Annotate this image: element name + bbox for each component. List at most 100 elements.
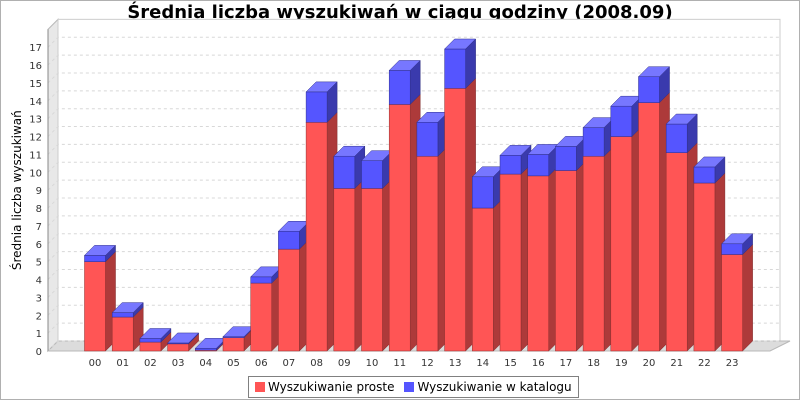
bar-top-series-1-02 xyxy=(139,328,172,339)
x-tick-label: 14 xyxy=(476,358,489,369)
y-gridline xyxy=(47,340,780,352)
bar-side-series-0-23 xyxy=(742,243,753,352)
x-tick-label: 03 xyxy=(172,358,185,369)
legend-item-series-0: Wyszukiwanie proste xyxy=(255,380,394,394)
y-tick-label: 2 xyxy=(36,311,42,322)
x-tick-label: 20 xyxy=(643,358,656,369)
y-gridline xyxy=(47,251,780,263)
x-tick-label: 15 xyxy=(504,358,517,369)
y-tick-label: 17 xyxy=(29,43,42,54)
bar-series-1-17 xyxy=(555,146,577,171)
bar-series-0-07 xyxy=(278,248,300,352)
y-tick-label: 6 xyxy=(36,240,42,251)
bar-top-series-1-23 xyxy=(720,233,754,245)
bar-series-0-05 xyxy=(222,337,245,352)
bar-top-series-1-15 xyxy=(499,145,532,156)
bar-top-series-1-00 xyxy=(83,245,117,256)
x-tick-label: 00 xyxy=(89,358,102,369)
x-tick-label: 02 xyxy=(144,358,157,369)
bar-top-series-1-01 xyxy=(111,302,144,313)
bar-series-0-16 xyxy=(527,175,549,352)
y-tick-label: 12 xyxy=(29,133,42,144)
bar-series-0-14 xyxy=(472,207,494,352)
bar-series-1-00 xyxy=(84,255,106,262)
bar-series-1-07 xyxy=(278,231,300,250)
y-tick-label: 16 xyxy=(29,61,42,72)
y-tick-label: 0 xyxy=(36,347,42,358)
bar-series-0-08 xyxy=(305,122,328,352)
bar-top-series-1-09 xyxy=(333,145,366,157)
bar-series-1-15 xyxy=(499,155,522,175)
bar-top-series-1-13 xyxy=(443,38,477,50)
x-tick-label: 22 xyxy=(698,358,711,369)
bar-top-series-1-03 xyxy=(166,332,200,344)
y-tick-label: 15 xyxy=(29,79,42,90)
bar-top-series-1-22 xyxy=(693,156,726,168)
y-gridline xyxy=(47,54,780,66)
y-tick-label: 10 xyxy=(29,168,42,179)
y-gridline xyxy=(47,90,780,102)
x-tick-label: 12 xyxy=(421,358,434,369)
bar-series-1-04 xyxy=(195,348,217,351)
y-gridline xyxy=(47,304,780,316)
bar-series-0-20 xyxy=(638,102,660,352)
bar-series-0-10 xyxy=(361,188,383,352)
y-gridline xyxy=(47,126,780,137)
y-gridline xyxy=(47,215,780,227)
bar-series-0-02 xyxy=(139,341,162,352)
y-tick-label: 9 xyxy=(36,186,42,197)
bar-series-0-12 xyxy=(416,155,439,352)
y-gridline xyxy=(47,179,780,191)
bar-series-1-21 xyxy=(665,123,688,153)
bar-series-1-01 xyxy=(111,312,134,318)
bar-top-series-1-08 xyxy=(305,81,338,93)
bar-series-0-23 xyxy=(721,254,743,352)
y-tick-label: 1 xyxy=(36,329,42,340)
legend-item-series-1: Wyszukiwanie w katalogu xyxy=(404,380,572,394)
bar-series-0-17 xyxy=(555,170,577,352)
bar-series-0-15 xyxy=(499,173,522,352)
x-tick-label: 08 xyxy=(310,358,323,369)
x-tick-label: 09 xyxy=(338,358,351,369)
y-gridline xyxy=(47,322,780,334)
legend-label-series-0: Wyszukiwanie proste xyxy=(268,380,395,394)
bar-series-0-21 xyxy=(665,152,688,352)
y-gridline xyxy=(47,197,780,209)
y-tick-label: 5 xyxy=(36,258,42,269)
x-tick-label: 07 xyxy=(283,358,296,369)
bar-series-0-00 xyxy=(84,261,106,352)
bar-top-series-1-21 xyxy=(665,113,698,125)
y-gridline xyxy=(47,72,780,84)
chart-title: Średnia liczba wyszukiwań w ciągu godzin… xyxy=(127,2,673,23)
bar-top-series-1-11 xyxy=(388,60,421,71)
y-gridline xyxy=(47,161,780,173)
x-tick-label: 01 xyxy=(116,358,129,369)
y-tick-label: 11 xyxy=(29,150,42,161)
y-gridline xyxy=(47,233,780,245)
x-tick-label: 19 xyxy=(615,358,628,369)
y-tick-label: 4 xyxy=(36,276,42,287)
x-tick-label: 06 xyxy=(255,358,268,369)
bar-series-0-19 xyxy=(610,136,633,352)
y-gridline xyxy=(47,36,780,48)
bar-series-0-11 xyxy=(388,104,411,352)
legend-label-series-1: Wyszukiwanie w katalogu xyxy=(417,380,572,394)
bar-series-0-03 xyxy=(167,343,189,352)
x-tick-label: 21 xyxy=(670,358,683,369)
y-gridline xyxy=(47,286,780,298)
x-tick-label: 23 xyxy=(726,358,739,369)
x-tick-label: 05 xyxy=(227,358,240,369)
bar-series-1-16 xyxy=(527,154,549,177)
bar-series-0-06 xyxy=(250,282,272,352)
bar-series-0-01 xyxy=(111,316,134,352)
bar-series-1-10 xyxy=(361,160,383,189)
bar-series-1-14 xyxy=(472,176,494,209)
bar-series-1-18 xyxy=(582,127,605,157)
y-gridline xyxy=(47,108,780,120)
bar-series-0-18 xyxy=(582,155,605,352)
legend-swatch-series-1 xyxy=(404,382,415,392)
bar-series-0-22 xyxy=(693,182,716,352)
y-tick-label: 8 xyxy=(36,204,42,215)
x-tick-label: 10 xyxy=(366,358,379,369)
